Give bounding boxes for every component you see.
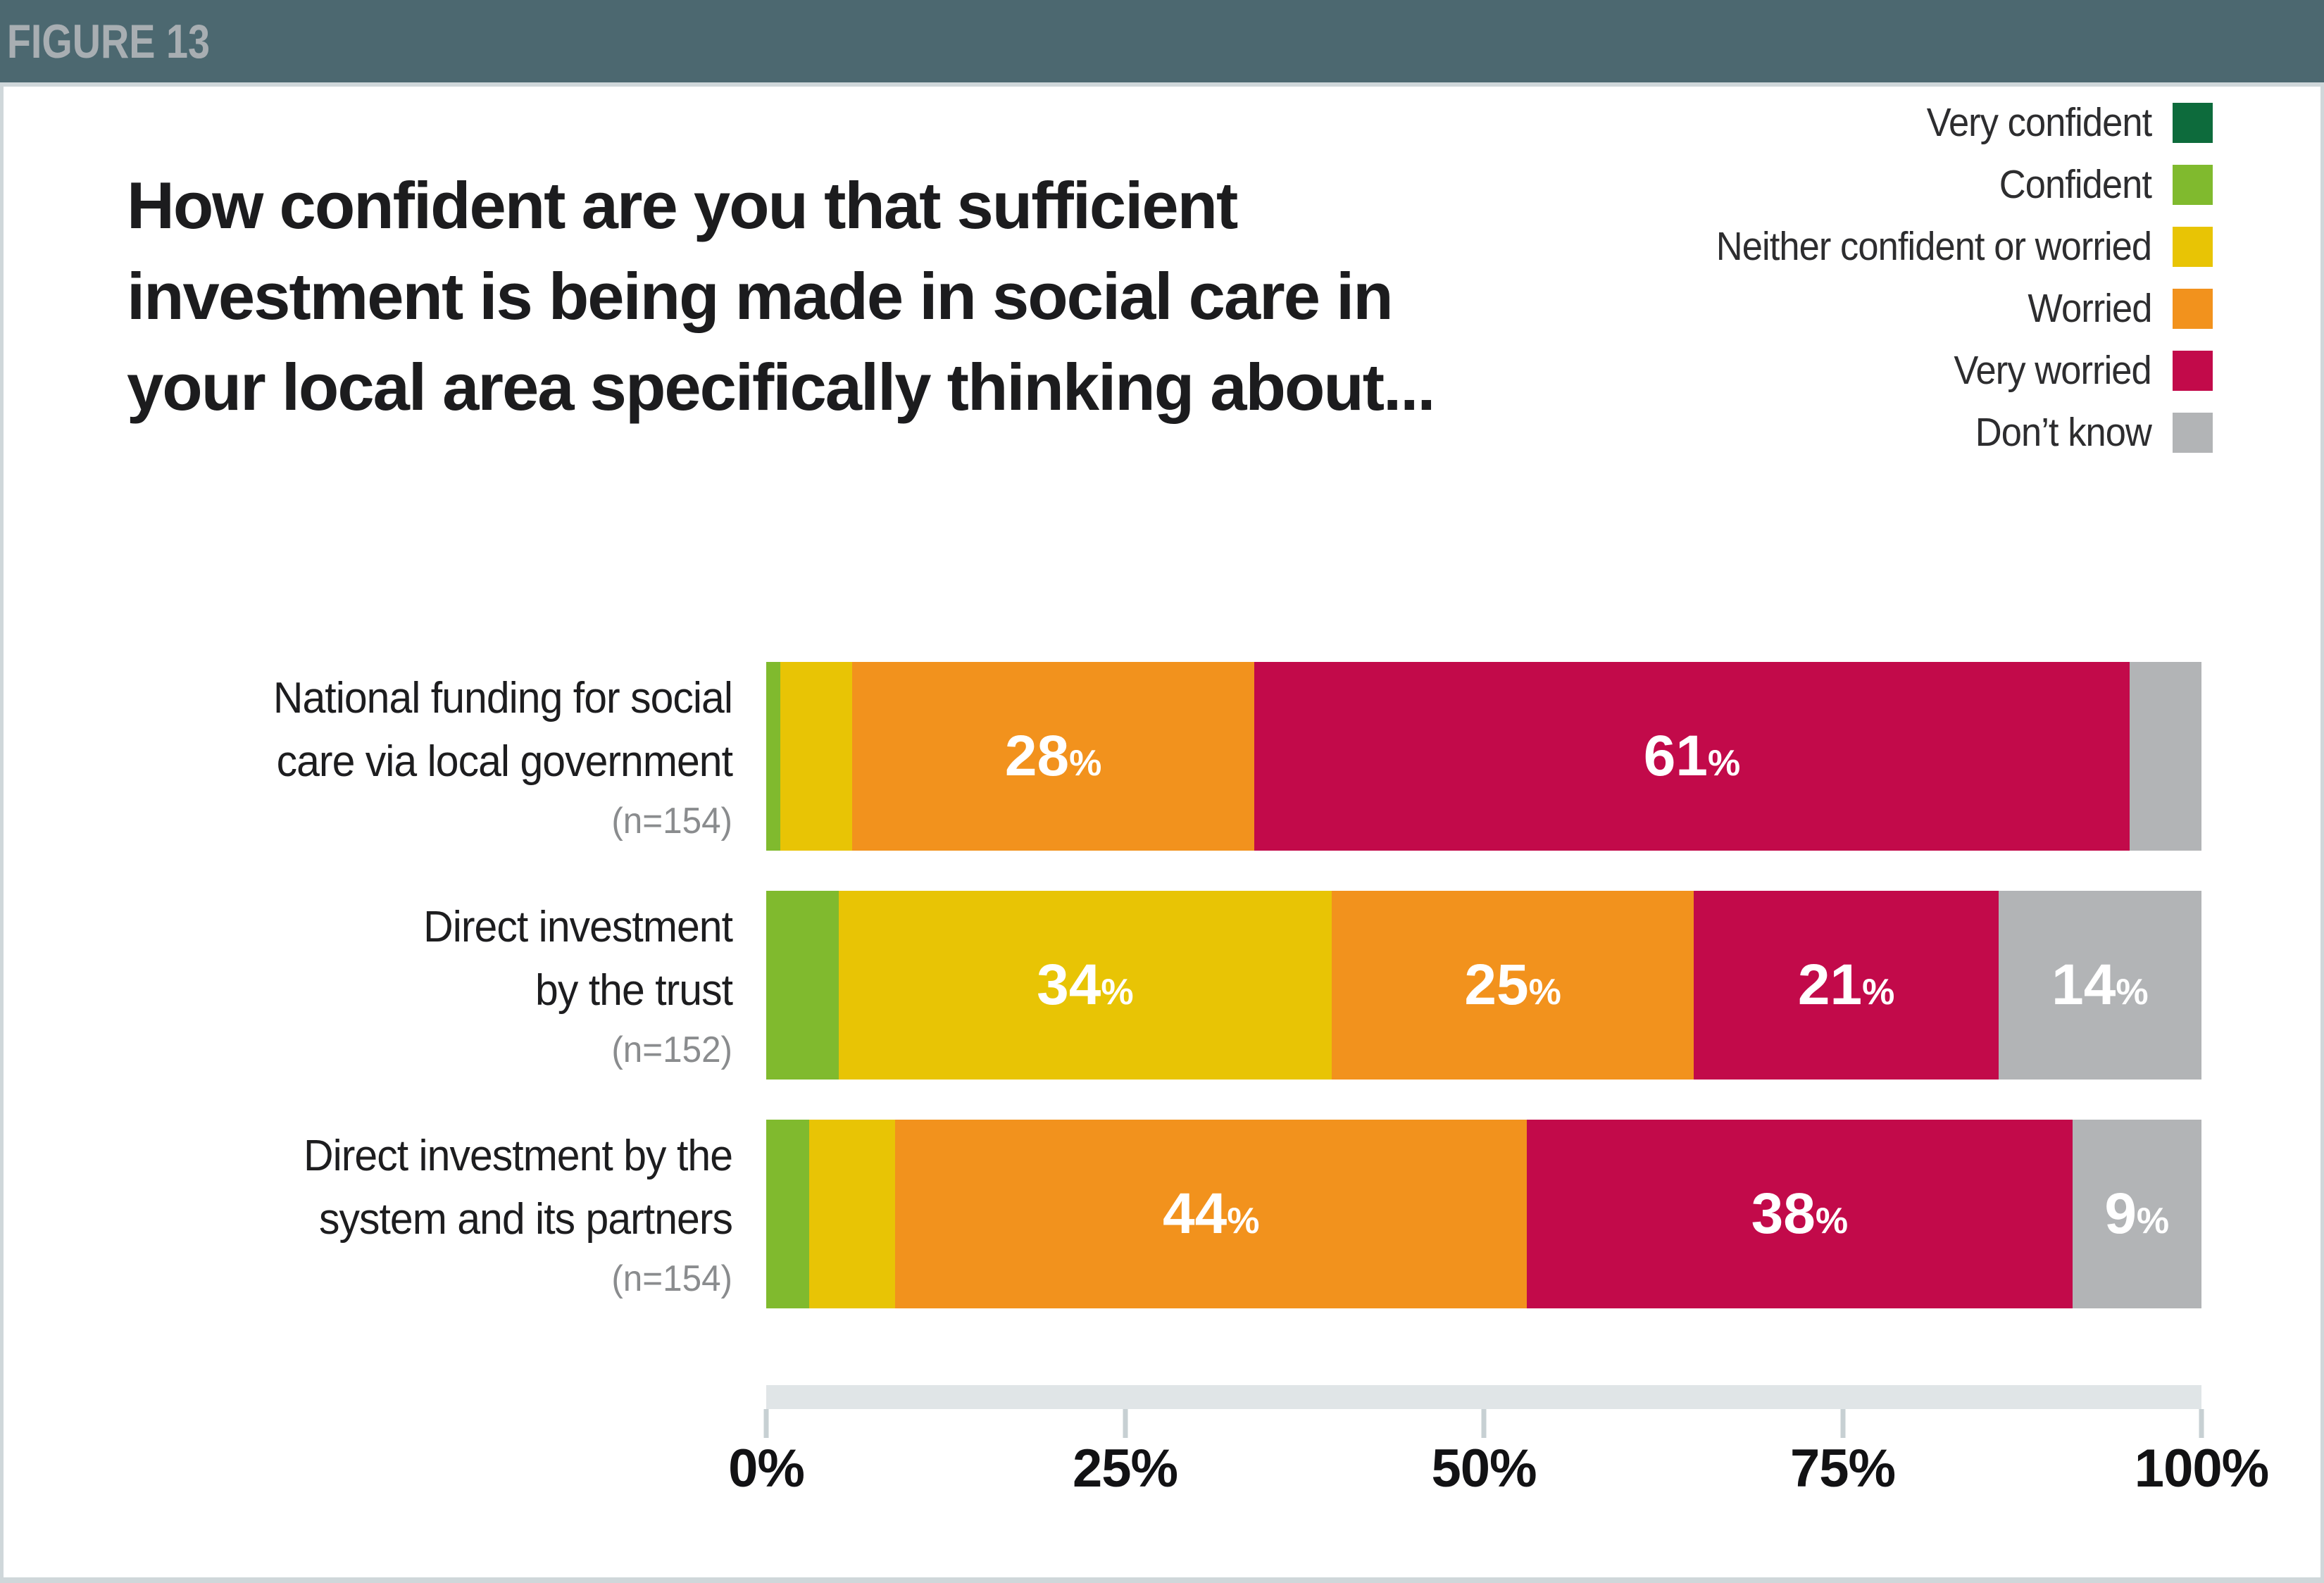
- legend-item-label: Very confident: [1926, 100, 2152, 145]
- x-axis-tick: [1840, 1409, 1845, 1438]
- category-label-line: care via local government: [276, 737, 733, 787]
- chart-title-line: How confident are you that sufficient: [127, 168, 1238, 242]
- stacked-bar: 44% 38% 9%: [766, 1120, 2201, 1308]
- legend-color-swatch: [2173, 164, 2213, 205]
- category-label: Direct investment by the system and its p…: [106, 1120, 733, 1308]
- segment-value-label: 28%: [1004, 724, 1102, 788]
- legend-color-swatch: [2173, 288, 2213, 329]
- legend-item: Worried: [1678, 277, 2213, 339]
- segment-percent-sign: %: [1069, 743, 1102, 784]
- bar-segment-confident: [766, 1120, 810, 1308]
- bar-segment-confident: [766, 662, 781, 851]
- x-axis-tick-label: 100%: [2134, 1439, 2269, 1498]
- bar-segment-very-worried: 61%: [1254, 662, 2130, 851]
- bar-segment-neither-confident-or-worried: 34%: [838, 891, 1332, 1080]
- stacked-bar: 28% 61%: [766, 662, 2201, 851]
- x-axis-tick: [1123, 1409, 1127, 1438]
- segment-value-label: 44%: [1163, 1182, 1260, 1246]
- legend-item: Confident: [1678, 154, 2213, 215]
- segment-percent-sign: %: [2136, 1201, 2170, 1241]
- category-label-line: National funding for social: [273, 674, 733, 723]
- x-axis-tick-label: 0%: [728, 1439, 805, 1498]
- segment-percent-sign: %: [1815, 1201, 1849, 1241]
- legend-color-swatch: [2173, 226, 2213, 267]
- bar-segment-very-worried: 21%: [1694, 891, 1999, 1080]
- segment-percent-sign: %: [1101, 972, 1134, 1013]
- bar-segment-confident: [766, 891, 839, 1080]
- category-sample-size: (n=154): [611, 1258, 732, 1300]
- chart-title-line: investment is being made in social care …: [127, 258, 1394, 333]
- segment-percent-sign: %: [1862, 972, 1895, 1013]
- legend-color-swatch: [2173, 350, 2213, 391]
- x-axis-tick-label: 75%: [1789, 1439, 1896, 1498]
- legend-item-label: Confident: [1999, 162, 2152, 207]
- legend-item-label: Neither confident or worried: [1716, 224, 2152, 269]
- legend-item-label: Very worried: [1954, 348, 2152, 393]
- legend-color-swatch: [2173, 412, 2213, 453]
- legend-item-label: Don’t know: [1975, 410, 2152, 455]
- segment-value-label: 34%: [1037, 953, 1134, 1017]
- bar-segment-worried: 28%: [852, 662, 1254, 851]
- segment-value-label: 25%: [1464, 953, 1561, 1017]
- bar-segment-don-t-know: 14%: [1998, 891, 2201, 1080]
- figure-header-band: FIGURE 13: [0, 0, 2324, 82]
- category-label-line: Direct investment by the: [304, 1132, 733, 1181]
- x-axis-tick: [1481, 1409, 1487, 1438]
- x-axis-tick: [2199, 1409, 2204, 1438]
- bar-segment-worried: 25%: [1331, 891, 1694, 1080]
- x-axis-labels: 0% 25% 50% 75% 100%: [728, 1438, 2269, 1515]
- stacked-bar: 34% 25% 21% 14%: [766, 891, 2201, 1080]
- segment-percent-sign: %: [1707, 743, 1741, 784]
- bar-row: Direct investment by the trust (n=152) 34% 2…: [0, 891, 2324, 1080]
- x-axis-tick-label: 50%: [1431, 1439, 1537, 1498]
- segment-value-label: 38%: [1751, 1182, 1849, 1246]
- category-sample-size: (n=154): [611, 801, 732, 842]
- bar-row: Direct investment by the system and its p…: [0, 1120, 2324, 1308]
- segment-percent-sign: %: [1528, 972, 1561, 1013]
- bar-segment-neither-confident-or-worried: [780, 662, 853, 851]
- segment-value-label: 61%: [1643, 724, 1741, 788]
- category-label: National funding for social care via loca…: [106, 662, 733, 851]
- legend-item: Very worried: [1678, 339, 2213, 401]
- segment-value-label: 9%: [2104, 1182, 2170, 1246]
- legend-color-swatch: [2173, 102, 2213, 143]
- category-label: Direct investment by the trust (n=152): [106, 891, 733, 1080]
- legend-item: Don’t know: [1678, 401, 2213, 463]
- segment-percent-sign: %: [2116, 972, 2149, 1013]
- x-axis-tick-label: 25%: [1072, 1439, 1178, 1498]
- bar-segment-neither-confident-or-worried: [809, 1120, 896, 1308]
- segment-value-label: 14%: [2051, 953, 2149, 1017]
- category-label-line: Direct investment: [423, 903, 733, 952]
- category-label-line: by the trust: [535, 966, 733, 1015]
- segment-percent-sign: %: [1227, 1201, 1260, 1241]
- bar-segment-very-worried: 38%: [1527, 1120, 2073, 1308]
- legend-item-label: Worried: [2027, 286, 2152, 331]
- legend-item: Neither confident or worried: [1678, 215, 2213, 277]
- category-sample-size: (n=152): [611, 1030, 732, 1071]
- bar-segment-worried: 44%: [895, 1120, 1528, 1308]
- legend: Very confident Confident Neither confident…: [1678, 92, 2213, 463]
- segment-value-label: 21%: [1797, 953, 1895, 1017]
- legend-item: Very confident: [1678, 92, 2213, 154]
- category-label-line: system and its partners: [318, 1195, 733, 1244]
- bar-segment-don-t-know: 9%: [2072, 1120, 2201, 1308]
- x-axis-tick: [763, 1409, 769, 1438]
- bar-row: National funding for social care via loca…: [0, 662, 2324, 851]
- chart-title: How confident are you that sufficient inv…: [127, 161, 1535, 432]
- figure-label: FIGURE 13: [6, 14, 211, 68]
- chart-title-line: your local area specifically thinking ab…: [127, 349, 1435, 424]
- bar-segment-don-t-know: [2130, 662, 2201, 851]
- x-axis-track: [763, 1385, 2204, 1438]
